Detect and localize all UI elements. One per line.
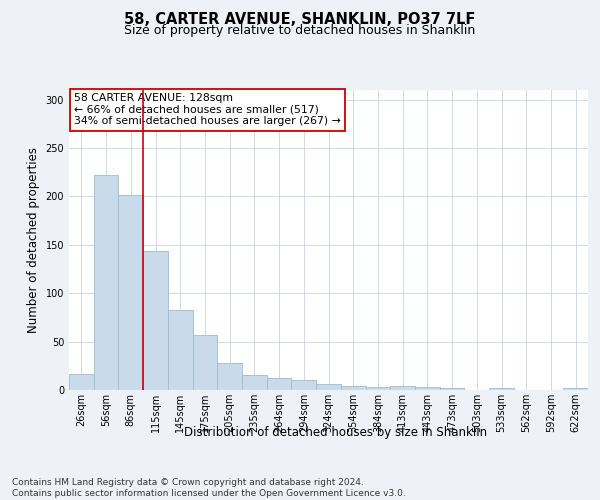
- Bar: [94, 175, 118, 390]
- Bar: [316, 384, 341, 390]
- Bar: [365, 387, 390, 390]
- Bar: [217, 363, 242, 390]
- Text: Distribution of detached houses by size in Shanklin: Distribution of detached houses by size …: [184, 426, 488, 439]
- Bar: [69, 374, 94, 390]
- Bar: [143, 250, 168, 390]
- Bar: [489, 388, 514, 390]
- Text: Contains HM Land Registry data © Crown copyright and database right 2024.
Contai: Contains HM Land Registry data © Crown c…: [12, 478, 406, 498]
- Text: Size of property relative to detached houses in Shanklin: Size of property relative to detached ho…: [124, 24, 476, 37]
- Bar: [415, 387, 440, 390]
- Text: 58, CARTER AVENUE, SHANKLIN, PO37 7LF: 58, CARTER AVENUE, SHANKLIN, PO37 7LF: [124, 12, 476, 28]
- Bar: [440, 388, 464, 390]
- Bar: [168, 310, 193, 390]
- Bar: [341, 386, 365, 390]
- Bar: [118, 194, 143, 390]
- Bar: [292, 380, 316, 390]
- Bar: [193, 335, 217, 390]
- Bar: [242, 376, 267, 390]
- Y-axis label: Number of detached properties: Number of detached properties: [27, 147, 40, 333]
- Bar: [563, 388, 588, 390]
- Bar: [390, 386, 415, 390]
- Text: 58 CARTER AVENUE: 128sqm
← 66% of detached houses are smaller (517)
34% of semi-: 58 CARTER AVENUE: 128sqm ← 66% of detach…: [74, 93, 341, 126]
- Bar: [267, 378, 292, 390]
